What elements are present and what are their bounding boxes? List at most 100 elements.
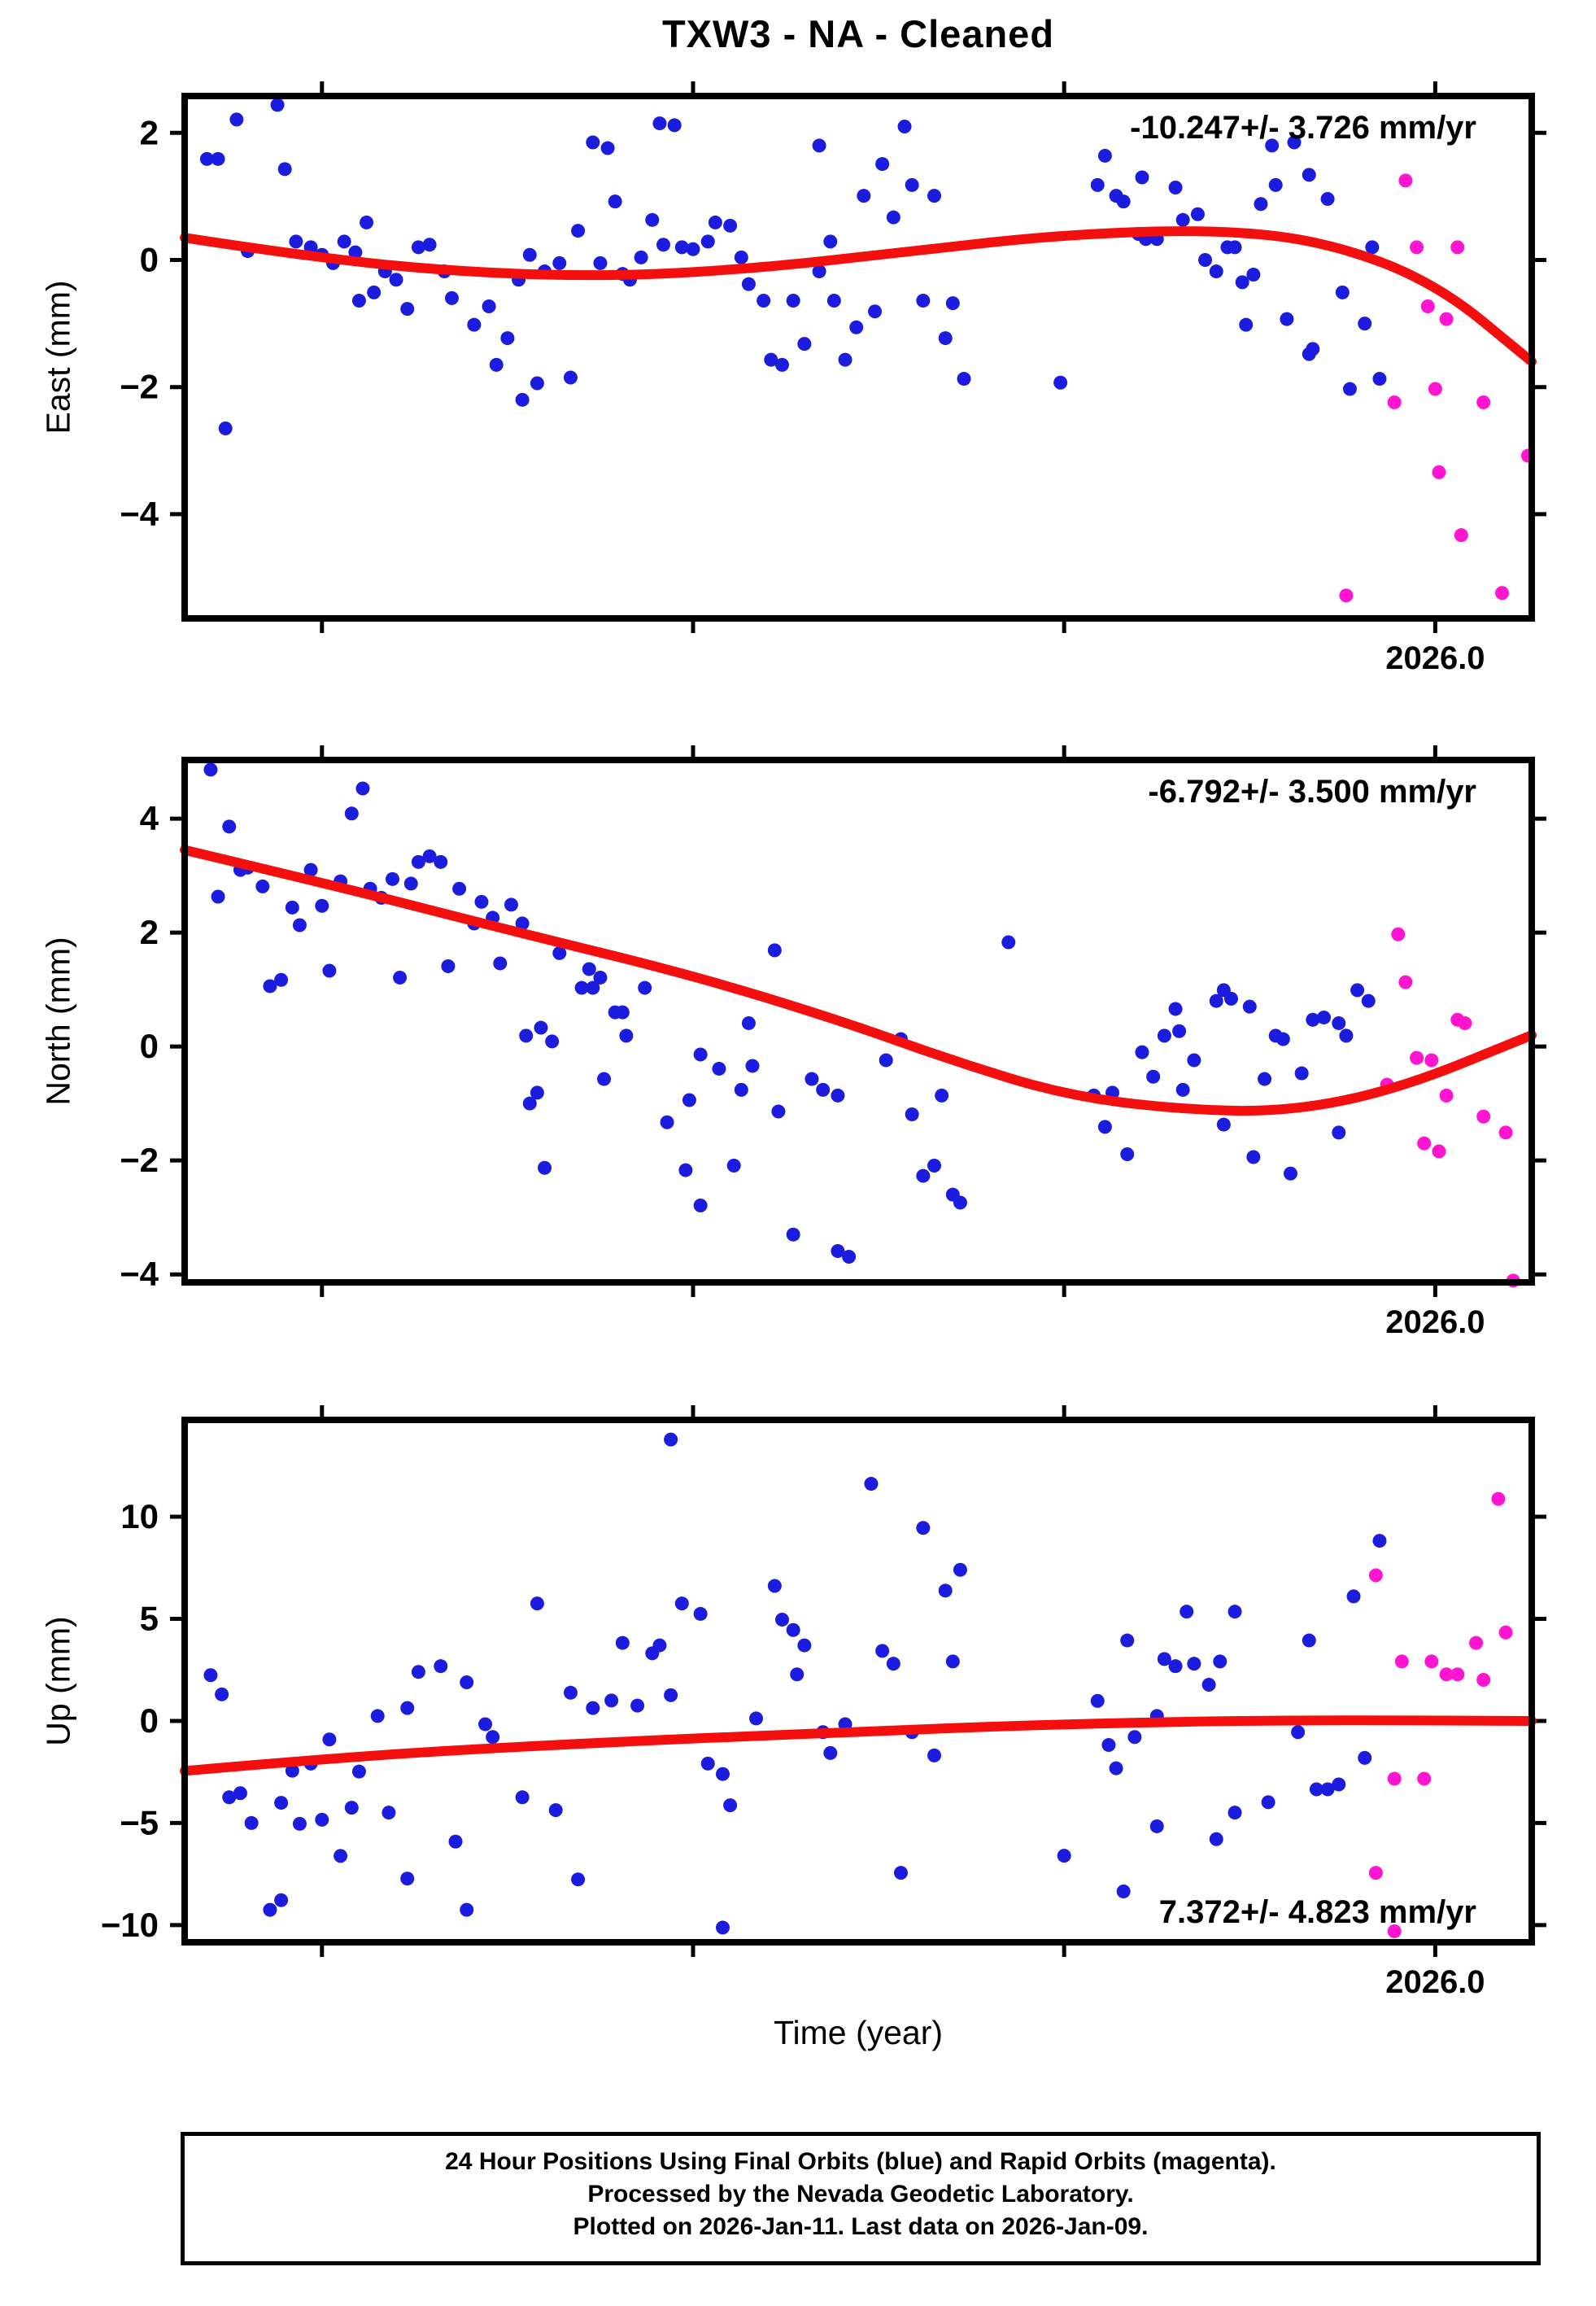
data-point-final-orbits — [1372, 372, 1387, 387]
data-point-final-orbits — [786, 1227, 800, 1242]
data-point-final-orbits — [927, 189, 942, 203]
data-point-final-orbits — [478, 1717, 493, 1732]
x-tick-label: 2026.0 — [1385, 1964, 1485, 2000]
data-point-final-orbits — [678, 1163, 693, 1177]
data-point-rapid-orbits — [1424, 1654, 1439, 1669]
data-point-final-orbits — [823, 234, 838, 249]
data-point-final-orbits — [552, 946, 567, 960]
data-point-rapid-orbits — [1410, 1050, 1424, 1065]
data-point-final-orbits — [905, 177, 919, 192]
data-point-final-orbits — [382, 1806, 396, 1820]
data-point-final-orbits — [460, 1902, 474, 1917]
data-point-rapid-orbits — [1439, 1667, 1454, 1682]
data-point-final-orbits — [1109, 1761, 1123, 1775]
data-point-final-orbits — [868, 304, 883, 319]
data-point-final-orbits — [864, 1477, 879, 1491]
data-point-rapid-orbits — [1476, 1672, 1491, 1687]
data-point-final-orbits — [530, 1085, 544, 1100]
data-point-final-orbits — [664, 1688, 678, 1702]
data-point-final-orbits — [538, 1160, 552, 1175]
data-point-final-orbits — [1317, 1010, 1332, 1024]
data-point-final-orbits — [1358, 1750, 1372, 1765]
data-point-final-orbits — [1127, 1730, 1142, 1745]
data-point-final-orbits — [638, 980, 652, 995]
y-tick-label: 5 — [140, 1599, 159, 1637]
data-point-rapid-orbits — [1424, 1053, 1439, 1068]
data-point-final-orbits — [1306, 342, 1320, 356]
data-point-final-orbits — [515, 392, 530, 407]
data-point-final-orbits — [1135, 170, 1149, 185]
y-tick-label: −10 — [101, 1906, 159, 1944]
data-point-rapid-orbits — [1476, 1109, 1491, 1124]
data-point-final-orbits — [667, 118, 682, 133]
data-point-final-orbits — [764, 352, 778, 367]
data-point-final-orbits — [263, 979, 277, 994]
data-point-final-orbits — [875, 157, 890, 172]
y-tick-label: −2 — [120, 1141, 159, 1179]
data-point-final-orbits — [715, 1767, 730, 1781]
data-point-final-orbits — [289, 234, 303, 249]
data-point-final-orbits — [292, 1816, 307, 1831]
data-point-final-orbits — [715, 1920, 730, 1935]
data-point-final-orbits — [1258, 1072, 1272, 1086]
data-point-final-orbits — [608, 194, 622, 209]
data-point-final-orbits — [530, 376, 544, 391]
data-point-final-orbits — [1090, 1693, 1105, 1708]
data-point-final-orbits — [1306, 1012, 1320, 1027]
data-point-final-orbits — [1283, 1166, 1297, 1181]
data-point-final-orbits — [1209, 264, 1223, 279]
data-point-final-orbits — [893, 1866, 908, 1880]
data-point-final-orbits — [411, 240, 425, 255]
data-point-rapid-orbits — [1454, 528, 1468, 543]
data-point-final-orbits — [515, 1790, 530, 1805]
data-point-final-orbits — [467, 317, 482, 332]
data-point-final-orbits — [935, 1088, 949, 1103]
data-point-final-orbits — [774, 1612, 789, 1627]
data-point-final-orbits — [563, 370, 578, 385]
data-point-final-orbits — [1090, 177, 1105, 192]
data-point-final-orbits — [1116, 1885, 1131, 1899]
data-point-final-orbits — [1209, 994, 1223, 1008]
data-point-final-orbits — [255, 879, 270, 893]
data-point-final-orbits — [1157, 1029, 1171, 1043]
north-panel: 2026.0 4 2 0 −2 −4 -6.792+/- 3.500 mm/yr — [120, 745, 1546, 1340]
rate-annotation: -10.247+/- 3.726 mm/yr — [1130, 110, 1476, 146]
data-point-rapid-orbits — [1495, 586, 1510, 601]
data-point-final-orbits — [945, 296, 960, 311]
data-point-final-orbits — [790, 1667, 805, 1682]
data-point-final-orbits — [1302, 1633, 1316, 1648]
data-point-final-orbits — [389, 273, 403, 287]
data-point-final-orbits — [1342, 382, 1357, 396]
rate-annotation: 7.372+/- 4.823 mm/yr — [1159, 1894, 1476, 1930]
data-point-final-orbits — [411, 854, 425, 869]
data-point-final-orbits — [1228, 1605, 1242, 1619]
data-point-final-orbits — [493, 956, 508, 971]
data-point-final-orbits — [1254, 197, 1268, 212]
data-point-final-orbits — [422, 849, 437, 863]
data-point-final-orbits — [448, 1834, 463, 1849]
data-point-final-orbits — [1057, 1849, 1071, 1863]
data-point-final-orbits — [586, 980, 600, 995]
data-point-final-orbits — [1235, 275, 1249, 290]
data-point-final-orbits — [1287, 135, 1302, 150]
data-point-final-orbits — [337, 234, 351, 249]
data-point-final-orbits — [664, 1432, 678, 1447]
y-tick-label: 0 — [140, 241, 159, 279]
y-tick-label: −4 — [120, 1255, 159, 1293]
data-point-final-orbits — [303, 863, 318, 877]
data-point-final-orbits — [1246, 267, 1261, 282]
data-point-final-orbits — [645, 212, 660, 227]
data-point-rapid-orbits — [1394, 1654, 1409, 1669]
data-point-final-orbits — [674, 240, 689, 255]
data-point-final-orbits — [693, 1606, 708, 1621]
y-tick-label: 2 — [140, 113, 159, 151]
data-point-final-orbits — [1157, 1652, 1171, 1666]
y-tick-label: −2 — [120, 368, 159, 406]
data-point-final-orbits — [1346, 1589, 1361, 1604]
data-point-final-orbits — [712, 1061, 726, 1076]
data-point-final-orbits — [1120, 1633, 1135, 1648]
data-point-final-orbits — [360, 215, 374, 229]
data-point-final-orbits — [1268, 177, 1283, 192]
data-point-final-orbits — [482, 299, 496, 314]
data-point-rapid-orbits — [1469, 1636, 1484, 1650]
